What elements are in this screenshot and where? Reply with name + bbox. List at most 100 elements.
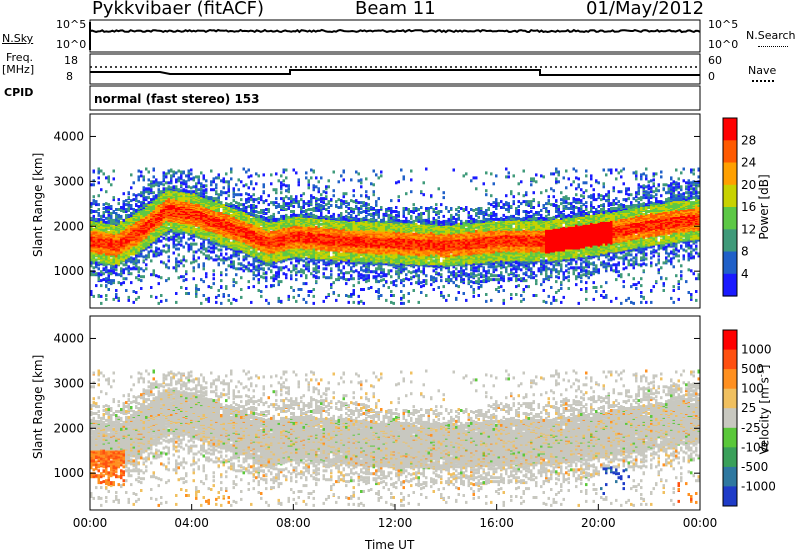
power-cell <box>282 216 285 220</box>
power-cell <box>260 275 263 279</box>
power-cell <box>192 232 195 236</box>
power-cell <box>277 205 280 208</box>
power-cell <box>255 198 258 202</box>
power-cell <box>247 263 250 267</box>
power-cell <box>207 238 210 242</box>
power-cell <box>132 245 135 249</box>
power-cell <box>270 253 273 257</box>
power-cell <box>165 181 168 185</box>
power-cell <box>277 275 280 279</box>
power-cell <box>107 206 110 209</box>
power-cell <box>317 198 320 202</box>
power-cell <box>227 264 230 268</box>
power-cell <box>310 194 313 198</box>
power-cell <box>310 176 313 180</box>
power-cell <box>222 217 225 221</box>
power-cell <box>282 199 285 203</box>
power-cell <box>307 200 310 204</box>
power-cell <box>195 182 198 186</box>
power-cell <box>272 250 275 254</box>
power-cell <box>220 212 223 215</box>
power-cell <box>137 278 140 282</box>
power-cell <box>142 220 145 224</box>
power-cell <box>195 242 198 246</box>
strip-lines <box>89 22 701 76</box>
power-cell <box>257 197 260 201</box>
power-cell <box>275 259 278 263</box>
power-cell <box>197 265 200 269</box>
noise-panel-frame <box>89 19 701 53</box>
power-cell <box>212 269 215 273</box>
power-cell <box>160 232 163 236</box>
power-cell <box>280 266 283 270</box>
power-cell <box>205 247 208 251</box>
power-cell <box>175 180 178 184</box>
power-cell <box>312 184 315 188</box>
power-cell <box>200 193 203 197</box>
power-cell <box>142 198 145 202</box>
power-cell <box>245 257 248 261</box>
power-cell <box>185 259 188 263</box>
power-cell <box>215 258 218 262</box>
power-cell <box>170 206 173 209</box>
power-cell <box>115 289 118 292</box>
power-cell <box>267 208 270 211</box>
power-cell <box>205 203 208 207</box>
power-cell <box>92 251 95 255</box>
power-cell <box>312 250 315 254</box>
power-cell <box>237 202 240 206</box>
power-cell <box>330 276 333 280</box>
power-cell <box>285 219 288 223</box>
power-cell <box>125 224 128 228</box>
power-cell <box>290 252 293 256</box>
power-cell <box>217 209 220 212</box>
power-cell <box>332 255 335 259</box>
power-cell <box>170 199 173 203</box>
power-cell <box>195 190 198 194</box>
power-cell <box>257 216 260 220</box>
power-cell <box>165 243 168 247</box>
power-cell <box>262 257 265 261</box>
power-cell <box>242 255 245 259</box>
power-cell <box>135 194 138 198</box>
power-cell <box>257 214 260 218</box>
power-cell <box>257 278 260 282</box>
power-cell <box>257 222 260 226</box>
power-cell <box>197 201 200 205</box>
power-cell <box>240 267 243 271</box>
power-cell <box>225 209 228 212</box>
power-cell <box>190 230 193 234</box>
power-cell <box>162 171 165 175</box>
power-cell <box>122 229 125 233</box>
power-cell <box>157 247 160 251</box>
power-cell <box>285 195 288 199</box>
power-cell <box>232 187 235 191</box>
power-cell <box>310 272 313 276</box>
power-cell <box>295 271 298 275</box>
power-cell <box>297 242 300 246</box>
power-cell <box>255 256 258 260</box>
power-cell <box>125 267 128 271</box>
power-cell <box>110 264 113 268</box>
power-cell <box>270 201 273 205</box>
power-cell <box>302 213 305 217</box>
power-cell <box>312 294 315 298</box>
power-cell <box>130 267 133 271</box>
power-cell <box>177 188 180 192</box>
power-cell <box>180 189 183 193</box>
power-cell <box>215 197 218 201</box>
power-cell <box>325 267 328 271</box>
power-cell <box>260 211 263 214</box>
power-cell <box>312 224 315 228</box>
power-cell <box>210 250 213 254</box>
power-cell <box>130 256 133 260</box>
power-cell <box>157 216 160 220</box>
power-cell <box>107 208 110 211</box>
power-cell <box>212 244 215 248</box>
power-cell <box>102 172 105 176</box>
power-cell <box>267 258 270 262</box>
power-cell <box>150 236 153 240</box>
power-cell <box>185 222 188 226</box>
power-cell <box>230 241 233 245</box>
